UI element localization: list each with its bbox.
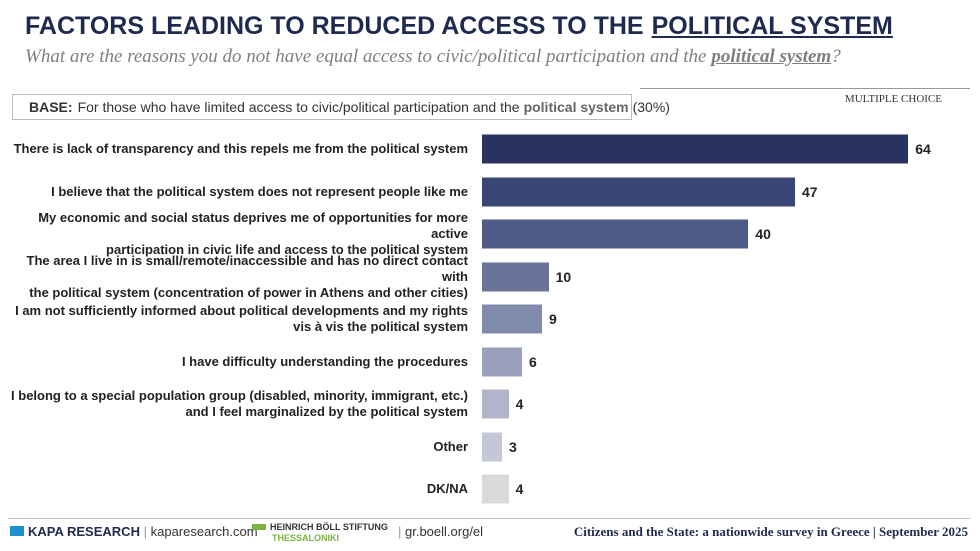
bar bbox=[482, 134, 909, 164]
value-label: 4 bbox=[515, 481, 524, 497]
date: September 2025 bbox=[879, 524, 968, 539]
subtitle-emphasis: political system bbox=[711, 46, 832, 67]
footer-site: | gr.boell.org/el bbox=[398, 524, 484, 539]
value-label: 40 bbox=[755, 226, 771, 242]
subtitle-text: What are the reasons you do not have equ… bbox=[25, 46, 707, 67]
bar bbox=[482, 474, 509, 504]
category-label: I am not sufficiently informed about pol… bbox=[15, 303, 468, 334]
bar bbox=[482, 304, 542, 334]
base-box: BASE: For those who have limited access t… bbox=[12, 94, 670, 120]
base-label: BASE: bbox=[29, 99, 73, 115]
note: MULTIPLE CHOICE bbox=[844, 93, 942, 105]
bar bbox=[482, 347, 522, 376]
subtitle: What are the reasons you do not have equ… bbox=[25, 46, 841, 68]
title: FACTORS LEADING TO REDUCED ACCESS TO THE… bbox=[25, 12, 893, 41]
footer-left: KAPA RESEARCH | kaparesearch.com bbox=[10, 524, 258, 539]
rule bbox=[640, 88, 970, 89]
category-label: I believe that the political system does… bbox=[51, 183, 468, 199]
logo-mark bbox=[10, 526, 24, 536]
foundation-city: THESSALONIKI bbox=[272, 533, 340, 543]
category-label: I have difficulty understanding the proc… bbox=[181, 353, 468, 369]
site: kaparesearch.com bbox=[150, 524, 258, 539]
base-share: (30%) bbox=[632, 99, 670, 115]
category-label: I belong to a special population group (… bbox=[11, 388, 468, 419]
value-label: 3 bbox=[508, 438, 517, 455]
category-label: My economic and social status deprives m… bbox=[38, 210, 468, 257]
title-emphasis: POLITICAL SYSTEM bbox=[651, 12, 893, 40]
category-label: The area I live in is small/remote/inacc… bbox=[26, 252, 468, 300]
base-emphasis: political system bbox=[523, 99, 629, 115]
subtitle-end: ? bbox=[831, 46, 841, 67]
bar bbox=[482, 432, 502, 461]
category-label: DK/NA bbox=[426, 481, 468, 496]
foundation: HEINRICH BÖLL STIFTUNG THESSALONIKI bbox=[252, 522, 388, 544]
bar bbox=[482, 389, 509, 419]
footer-rule bbox=[8, 518, 970, 519]
value-label: 9 bbox=[548, 311, 557, 327]
value-label: 4 bbox=[515, 396, 524, 412]
logo-mark bbox=[252, 524, 266, 530]
site: gr.boell.org/el bbox=[405, 524, 484, 539]
foundation-name: HEINRICH BÖLL STIFTUNG bbox=[270, 522, 388, 532]
brand: KAPA RESEARCH bbox=[28, 524, 140, 539]
bar bbox=[482, 177, 796, 206]
base-text: For those who have limited access to civ… bbox=[77, 99, 520, 115]
value-label: 6 bbox=[528, 353, 537, 370]
value-label: 47 bbox=[802, 183, 818, 200]
value-label: 10 bbox=[555, 268, 572, 285]
bar bbox=[482, 262, 549, 291]
survey: Citizens and the State: a nationwide sur… bbox=[573, 524, 870, 539]
bar bbox=[482, 219, 749, 249]
footer-right: Citizens and the State: a nationwide sur… bbox=[573, 524, 968, 539]
category-label: There is lack of transparency and this r… bbox=[13, 141, 468, 156]
category-label: Other bbox=[433, 438, 468, 454]
value-label: 64 bbox=[915, 141, 931, 157]
title-text: FACTORS LEADING TO REDUCED ACCESS TO THE bbox=[25, 12, 644, 40]
